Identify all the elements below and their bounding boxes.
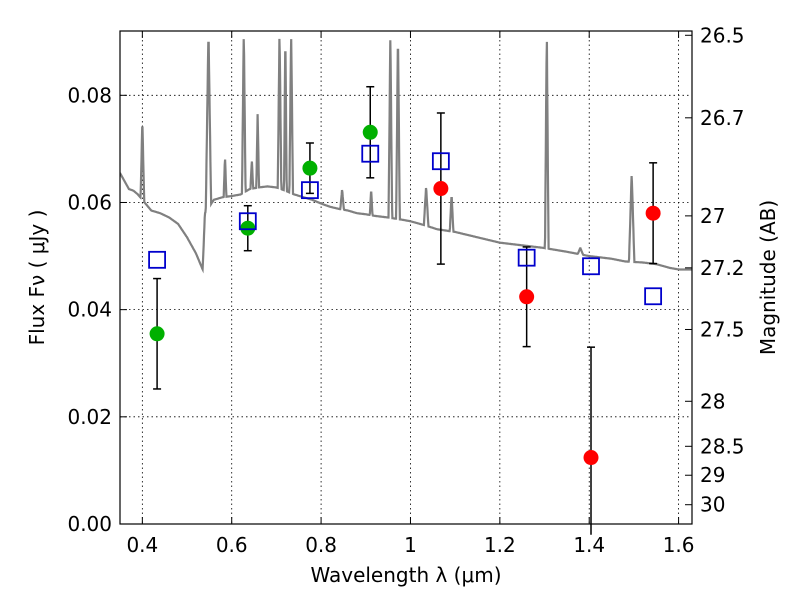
data-point-square xyxy=(301,181,319,200)
right-y-tick-label: 27.5 xyxy=(700,317,745,341)
data-point-square xyxy=(517,248,536,267)
y-tick-label: 0.06 xyxy=(67,190,112,214)
data-point-square xyxy=(361,144,380,163)
x-tick-label: 0.8 xyxy=(305,533,337,557)
data-points xyxy=(148,85,663,535)
data-point-square xyxy=(148,250,166,269)
right-y-tick-label: 26.5 xyxy=(700,23,745,47)
x-tick-label: 0.6 xyxy=(216,533,248,557)
data-point-circle xyxy=(362,124,378,140)
x-tick-label: 1.4 xyxy=(573,533,605,557)
data-point-square xyxy=(431,152,450,171)
axis-ticks: 0.4 0.6 0.8 1 1.2 1.4 1.6 0.00 0.02 0.04 0.06 0.08 2… xyxy=(67,23,744,557)
data-point-square xyxy=(238,212,257,231)
right-y-tick-label: 27 xyxy=(700,204,725,228)
data-point-square xyxy=(644,287,663,306)
data-point-circle xyxy=(433,181,449,197)
right-y-tick-label: 30 xyxy=(700,493,725,517)
right-y-tick-label: 28.5 xyxy=(700,434,745,458)
data-point-square xyxy=(582,257,600,276)
right-y-tick-label: 28 xyxy=(700,389,725,413)
x-axis-label: Wavelength λ (μm) xyxy=(310,563,501,587)
data-point-circle xyxy=(583,450,599,466)
y-axis-label: Flux Fν ( μJy ) xyxy=(25,210,49,346)
grid xyxy=(120,31,692,525)
right-y-tick-label: 27.2 xyxy=(700,256,745,280)
data-point-circle xyxy=(149,326,165,342)
plot-frame xyxy=(119,30,693,525)
data-point-circle xyxy=(240,220,256,236)
data-point-circle xyxy=(519,289,535,305)
y-tick-label: 0.08 xyxy=(67,83,112,107)
x-tick-label: 1.2 xyxy=(484,533,516,557)
x-tick-label: 1.6 xyxy=(663,533,695,557)
y-tick-label: 0.00 xyxy=(67,512,112,536)
y-tick-label: 0.04 xyxy=(67,298,112,322)
y-tick-label: 0.02 xyxy=(67,405,112,429)
x-tick-label: 1 xyxy=(404,533,417,557)
right-y-tick-label: 29 xyxy=(700,463,725,487)
model-spectrum xyxy=(120,38,692,274)
data-point-circle xyxy=(645,205,661,221)
data-point-circle xyxy=(302,160,318,176)
right-y-tick-label: 26.7 xyxy=(700,106,745,130)
x-tick-label: 0.4 xyxy=(126,533,158,557)
spectrum-line xyxy=(120,38,692,274)
right-y-axis-label: Magnitude (AB) xyxy=(756,200,780,355)
